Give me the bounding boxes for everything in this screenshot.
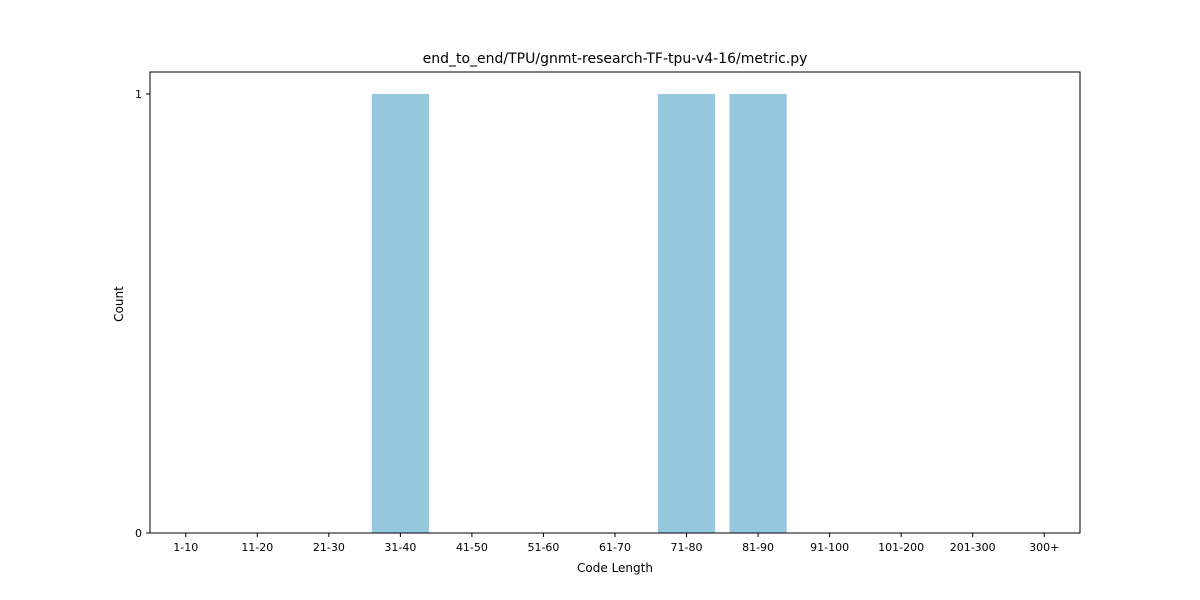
x-tick-label: 31-40 xyxy=(384,541,416,554)
y-axis-label: Count xyxy=(112,286,126,322)
x-tick-label: 21-30 xyxy=(313,541,345,554)
plot-frame xyxy=(149,71,1081,534)
x-tick-label: 101-200 xyxy=(878,541,924,554)
x-ticks-group: 1-10 11-20 21-30 31-40 41-50 51-60 61-70 71-80 8… xyxy=(173,533,1059,554)
x-tick-label: 41-50 xyxy=(456,541,488,554)
x-tick-label: 61-70 xyxy=(599,541,631,554)
chart-title: end_to_end/TPU/gnmt-research-TF-tpu-v4-1… xyxy=(423,51,808,67)
x-tick-label: 1-10 xyxy=(173,541,198,554)
x-tick-label: 91-100 xyxy=(810,541,849,554)
bars-group xyxy=(371,93,787,533)
x-tick-label: 71-80 xyxy=(671,541,703,554)
x-tick-label: 81-90 xyxy=(742,541,774,554)
bar-71-80 xyxy=(657,93,716,533)
x-axis-label: Code Length xyxy=(577,561,653,575)
x-tick-label: 51-60 xyxy=(527,541,559,554)
y-ticks-group: 01 xyxy=(135,88,150,540)
x-tick-label: 300+ xyxy=(1029,541,1059,554)
bar-31-40 xyxy=(371,93,429,533)
y-tick-label: 0 xyxy=(135,527,142,540)
x-tick-label: 11-20 xyxy=(241,541,273,554)
x-tick-label: 201-300 xyxy=(950,541,996,554)
bar-81-90 xyxy=(729,93,787,533)
y-tick-label: 1 xyxy=(135,88,142,101)
